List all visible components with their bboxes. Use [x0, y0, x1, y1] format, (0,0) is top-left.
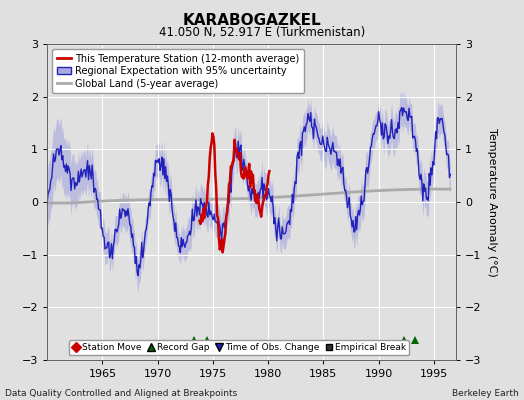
Text: Data Quality Controlled and Aligned at Breakpoints: Data Quality Controlled and Aligned at B…	[5, 389, 237, 398]
Y-axis label: Temperature Anomaly (°C): Temperature Anomaly (°C)	[487, 128, 497, 276]
Text: Berkeley Earth: Berkeley Earth	[452, 389, 519, 398]
Title: KARABOGAZKEL: KARABOGAZKEL	[182, 12, 321, 28]
Legend: Station Move, Record Gap, Time of Obs. Change, Empirical Break: Station Move, Record Gap, Time of Obs. C…	[69, 340, 409, 356]
Text: 41.050 N, 52.917 E (Turkmenistan): 41.050 N, 52.917 E (Turkmenistan)	[159, 26, 365, 39]
